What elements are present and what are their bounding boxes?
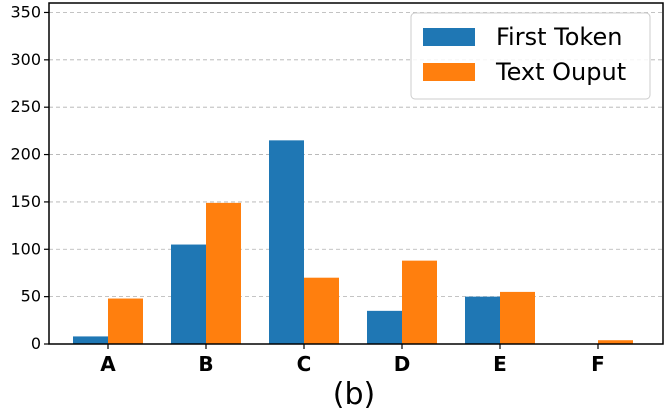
bar-first-token-b [171,244,206,344]
y-tick-label: 200 [10,145,41,164]
y-tick-label: 50 [21,287,41,306]
x-tick-label: C [297,352,312,376]
y-tick-label: 300 [10,50,41,69]
x-tick-label: E [493,352,507,376]
x-tick-label: D [394,352,411,376]
bar-text-output-f [598,340,633,344]
legend-label: First Token [496,23,622,51]
legend-label: Text Ouput [495,58,626,86]
x-tick-label: A [100,352,116,376]
bar-text-output-e [500,291,535,344]
legend-swatch [423,63,475,81]
x-tick-label: B [198,352,213,376]
y-tick-label: 350 [10,2,41,21]
y-tick-label: 0 [31,334,41,353]
bar-first-token-e [465,296,500,344]
y-tick-label: 100 [10,239,41,258]
x-axis: A B C D E F [100,344,605,376]
bar-first-token-c [269,140,304,344]
bar-text-output-a [108,298,143,344]
bar-text-output-b [206,202,241,344]
legend-swatch [423,28,475,46]
bar-text-output-c [304,277,339,344]
bars [73,140,633,344]
y-axis: 0 50 100 150 200 250 300 350 [10,2,49,353]
x-tick-label: F [591,352,605,376]
bar-first-token-d [367,310,402,344]
y-tick-label: 250 [10,97,41,116]
plot-frame [48,2,664,345]
y-tick-label: 150 [10,192,41,211]
bar-first-token-a [73,336,108,344]
bar-text-output-d [402,260,437,344]
figure-caption: (b) [333,377,375,412]
legend: First Token Text Ouput [410,12,651,100]
